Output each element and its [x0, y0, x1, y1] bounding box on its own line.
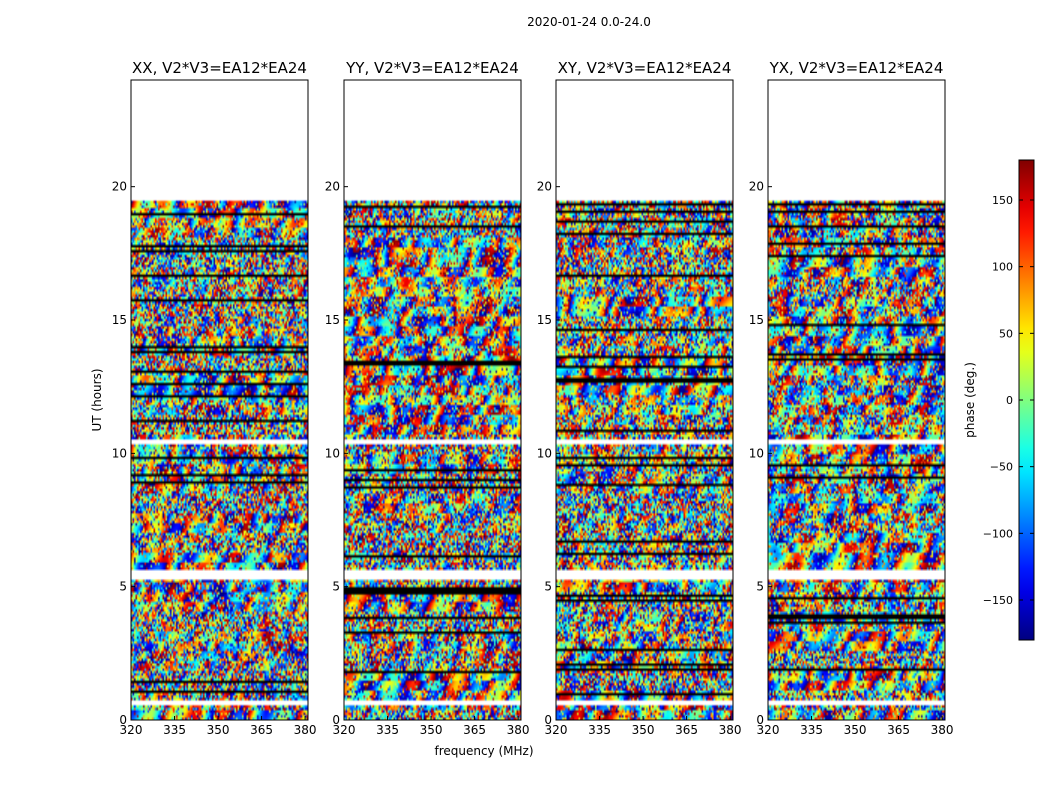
y-tick-label: 10 — [112, 446, 127, 460]
y-tick-label: 15 — [749, 313, 764, 327]
y-tick-label: 10 — [749, 446, 764, 460]
y-tick-label: 20 — [112, 180, 127, 194]
x-tick-label: 335 — [800, 723, 823, 737]
y-axis-label: UT (hours) — [90, 368, 104, 431]
panel-xy: XY, V2*V3=EA12*EA24 320 335 350 365 380 0 5 10 15… — [537, 59, 742, 737]
colorbar-tick-label: 100 — [992, 261, 1013, 274]
colorbar-label: phase (deg.) — [963, 362, 977, 438]
y-tick-label: 5 — [756, 580, 764, 594]
panel-xx: XX, V2*V3=EA12*EA24 320 335 350 365 380 0 5 10 15… — [112, 59, 317, 737]
colorbar-tick-label: 0 — [1006, 394, 1013, 407]
panel-title: XY, V2*V3=EA12*EA24 — [558, 59, 732, 77]
panel-heatmap — [768, 80, 945, 720]
x-tick-label: 380 — [719, 723, 742, 737]
x-tick-label: 350 — [844, 723, 867, 737]
y-tick-label: 20 — [749, 180, 764, 194]
colorbar: −150 −100 −50 0 50 100 150 phase (deg.) — [963, 159, 1035, 641]
x-tick-label: 380 — [507, 723, 530, 737]
x-tick-label: 335 — [588, 723, 611, 737]
figure-suptitle: 2020-01-24 0.0-24.0 — [527, 15, 651, 29]
colorbar-tick-label: −150 — [983, 594, 1013, 607]
y-tick-label: 0 — [756, 713, 764, 727]
panels: XX, V2*V3=EA12*EA24 320 335 350 365 380 0 5 10 15… — [112, 59, 954, 737]
x-axis-label: frequency (MHz) — [434, 744, 533, 758]
panel-yy: YY, V2*V3=EA12*EA24 320 335 350 365 380 0 5 10 15… — [325, 59, 530, 737]
y-tick-label: 5 — [332, 580, 340, 594]
colorbar-tick-label: 50 — [999, 327, 1013, 340]
y-tick-label: 5 — [119, 580, 127, 594]
y-tick-label: 10 — [537, 446, 552, 460]
x-tick-label: 365 — [463, 723, 486, 737]
panel-frame — [130, 79, 309, 721]
x-tick-label: 365 — [250, 723, 273, 737]
x-tick-label: 380 — [931, 723, 954, 737]
x-tick-label: 350 — [207, 723, 230, 737]
panel-frame — [555, 79, 734, 721]
y-tick-label: 0 — [119, 713, 127, 727]
x-tick-label: 320 — [545, 723, 568, 737]
x-tick-label: 320 — [757, 723, 780, 737]
panel-frame — [343, 79, 522, 721]
panel-title: XX, V2*V3=EA12*EA24 — [132, 59, 307, 77]
panel-heatmap — [131, 80, 308, 720]
panel-heatmap — [344, 80, 521, 720]
x-tick-label: 335 — [163, 723, 186, 737]
x-tick-label: 365 — [675, 723, 698, 737]
y-tick-label: 5 — [544, 580, 552, 594]
y-tick-label: 15 — [325, 313, 340, 327]
y-tick-label: 20 — [537, 180, 552, 194]
x-tick-label: 380 — [294, 723, 317, 737]
y-tick-label: 15 — [537, 313, 552, 327]
panel-title: YY, V2*V3=EA12*EA24 — [345, 59, 519, 77]
y-tick-label: 0 — [332, 713, 340, 727]
x-tick-label: 320 — [333, 723, 356, 737]
panel-heatmap — [556, 80, 733, 720]
x-tick-label: 350 — [632, 723, 655, 737]
y-tick-label: 20 — [325, 180, 340, 194]
y-tick-label: 10 — [325, 446, 340, 460]
panel-yx: YX, V2*V3=EA12*EA24 320 335 350 365 380 0 5 10 15… — [749, 59, 954, 737]
y-tick-label: 0 — [544, 713, 552, 727]
x-tick-label: 350 — [420, 723, 443, 737]
colorbar-tick-label: 150 — [992, 194, 1013, 207]
panel-frame — [767, 79, 946, 721]
colorbar-tick-label: −50 — [990, 461, 1013, 474]
y-tick-label: 15 — [112, 313, 127, 327]
x-tick-label: 365 — [887, 723, 910, 737]
x-tick-label: 335 — [376, 723, 399, 737]
panel-title: YX, V2*V3=EA12*EA24 — [769, 59, 944, 77]
x-tick-label: 320 — [120, 723, 143, 737]
colorbar-tick-label: −100 — [983, 527, 1013, 540]
